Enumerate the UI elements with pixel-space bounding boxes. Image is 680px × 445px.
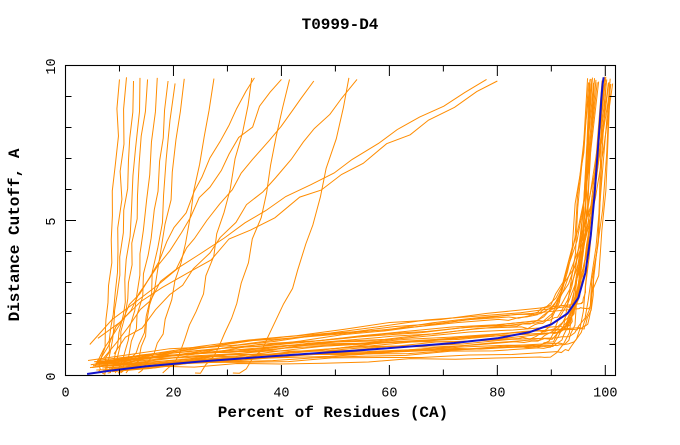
svg-text:T0999-D4: T0999-D4 xyxy=(302,16,379,34)
svg-text:0: 0 xyxy=(45,372,60,380)
svg-text:Percent of Residues (CA): Percent of Residues (CA) xyxy=(218,404,448,422)
svg-text:80: 80 xyxy=(489,387,505,402)
svg-text:Distance Cutoff, A: Distance Cutoff, A xyxy=(6,148,24,321)
svg-text:5: 5 xyxy=(45,217,60,225)
svg-text:40: 40 xyxy=(273,387,289,402)
svg-text:100: 100 xyxy=(593,387,617,402)
svg-text:20: 20 xyxy=(165,387,181,402)
svg-text:10: 10 xyxy=(45,58,60,74)
svg-text:0: 0 xyxy=(61,387,69,402)
svg-text:60: 60 xyxy=(381,387,397,402)
